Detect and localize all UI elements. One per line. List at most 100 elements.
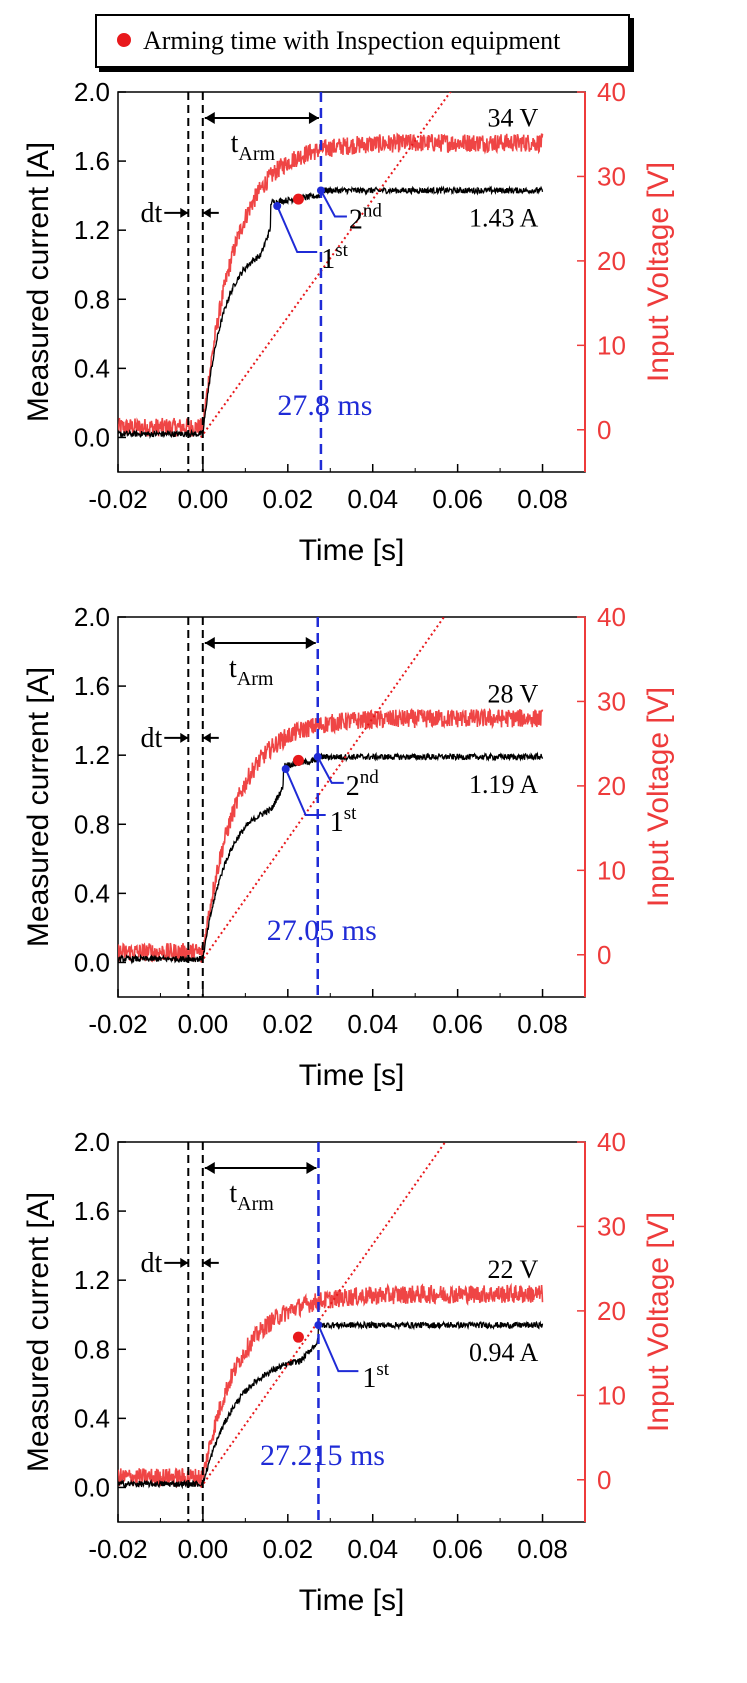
- voltage-value-label: 34 V: [487, 104, 538, 133]
- y2-tick-label: 30: [597, 161, 626, 191]
- first-step-superscript: st: [344, 803, 357, 824]
- x-tick-label: 0.00: [178, 484, 229, 514]
- second-step-leader: [316, 756, 344, 784]
- second-step-point: [313, 752, 322, 761]
- x-tick-label: 0.08: [517, 1009, 568, 1039]
- arming-time-label: 27.05 ms: [267, 914, 377, 947]
- second-step-leader: [320, 189, 347, 218]
- dt-arrowhead-right: [202, 1257, 211, 1268]
- x-tick-label: 0.00: [178, 1009, 229, 1039]
- dt-label: dt: [141, 198, 163, 229]
- y2-tick-label: 20: [597, 246, 626, 276]
- legend: Arming time with Inspection equipment: [95, 14, 630, 68]
- x-tick-label: 0.04: [347, 1534, 398, 1564]
- t-arm-subscript: Arm: [238, 143, 275, 165]
- t-arm-arrowhead-right: [305, 637, 316, 649]
- y-tick-label: 2.0: [74, 602, 110, 632]
- x-tick-label: 0.02: [263, 1009, 314, 1039]
- y-tick-label: 1.6: [74, 146, 110, 176]
- second-step-label: 2nd: [346, 767, 380, 802]
- t-arm-arrowhead-left: [204, 112, 215, 124]
- x-tick-label: 0.06: [432, 484, 483, 514]
- x-tick-label: 0.08: [517, 1534, 568, 1564]
- inspection-marker: [292, 193, 304, 205]
- t-arm-label: tArm: [229, 653, 274, 690]
- first-step-label: 1st: [321, 240, 348, 275]
- voltage-value-label: 28 V: [487, 679, 538, 708]
- ramp-fit-line: [199, 92, 452, 439]
- dt-arrowhead-left: [180, 207, 189, 218]
- x-axis-title: Time [s]: [299, 1584, 405, 1617]
- current-value-label: 1.43 A: [469, 203, 539, 232]
- x-tick-label: 0.04: [347, 484, 398, 514]
- first-step-leader: [284, 768, 326, 816]
- second-step-superscript: nd: [360, 767, 380, 788]
- current-value-label: 0.94 A: [469, 1338, 539, 1367]
- t-arm-label: tArm: [229, 1178, 274, 1215]
- y-tick-label: 1.6: [74, 1196, 110, 1226]
- y-tick-label: 1.2: [74, 215, 110, 245]
- arming-time-label: 27.8 ms: [277, 389, 372, 422]
- x-tick-label: 0.04: [347, 1009, 398, 1039]
- inspection-marker: [292, 754, 304, 766]
- y-tick-label: 0.8: [74, 284, 110, 314]
- y2-axis-title: Input Voltage [V]: [642, 1212, 675, 1432]
- y2-tick-label: 20: [597, 771, 626, 801]
- dt-arrowhead-left: [180, 732, 189, 743]
- x-tick-label: -0.02: [88, 484, 147, 514]
- y2-tick-label: 0: [597, 940, 611, 970]
- y2-tick-label: 40: [597, 1127, 626, 1157]
- t-arm-arrowhead-left: [204, 637, 215, 649]
- y2-tick-label: 10: [597, 855, 626, 885]
- y2-tick-label: 10: [597, 1380, 626, 1410]
- first-step-superscript: st: [335, 240, 348, 261]
- y-tick-label: 0.0: [74, 1472, 110, 1502]
- y2-tick-label: 0: [597, 1465, 611, 1495]
- first-step-label: 1st: [330, 803, 357, 838]
- x-tick-label: -0.02: [88, 1009, 147, 1039]
- chart-panel-3: -0.02 0.00 0.02 0.04 0.06 0.08 0.0 0.4 0.8 1.2 1.6…: [22, 1127, 675, 1617]
- arming-time-label: 27.215 ms: [260, 1439, 385, 1472]
- y-tick-label: 1.2: [74, 740, 110, 770]
- t-arm-arrowhead-left: [204, 1162, 215, 1174]
- first-step-label: 1st: [362, 1359, 389, 1394]
- x-tick-label: 0.02: [263, 1534, 314, 1564]
- y2-tick-label: 20: [597, 1296, 626, 1326]
- y2-tick-label: 10: [597, 330, 626, 360]
- plot-area: [118, 1142, 544, 1490]
- y2-tick-label: 0: [597, 415, 611, 445]
- x-axis-title: Time [s]: [299, 534, 405, 567]
- first-step-leader: [276, 205, 318, 253]
- second-step-superscript: nd: [363, 200, 383, 221]
- x-axis-title: Time [s]: [299, 1059, 405, 1092]
- y-tick-label: 0.4: [74, 878, 110, 908]
- y-axis-title: Measured current [A]: [22, 1192, 55, 1472]
- first-step-leader: [317, 1324, 359, 1373]
- y2-axis-title: Input Voltage [V]: [642, 687, 675, 907]
- second-step-label: 2nd: [349, 200, 383, 235]
- x-tick-label: 0.08: [517, 484, 568, 514]
- legend-marker-icon: [117, 33, 131, 47]
- y2-tick-label: 30: [597, 1211, 626, 1241]
- y2-tick-label: 40: [597, 602, 626, 632]
- y-tick-label: 1.2: [74, 1265, 110, 1295]
- y-tick-label: 0.4: [74, 1403, 110, 1433]
- t-arm-arrowhead-right: [308, 112, 319, 124]
- legend-label: Arming time with Inspection equipment: [143, 26, 561, 55]
- current-value-label: 1.19 A: [469, 770, 539, 799]
- inspection-marker: [292, 1331, 304, 1343]
- dt-label: dt: [141, 1248, 163, 1279]
- dt-arrowhead-right: [202, 732, 211, 743]
- y-axis-title: Measured current [A]: [22, 667, 55, 947]
- y-tick-label: 0.4: [74, 353, 110, 383]
- y2-tick-label: 40: [597, 77, 626, 107]
- y-tick-label: 0.8: [74, 1334, 110, 1364]
- y-tick-label: 0.0: [74, 422, 110, 452]
- y-tick-label: 0.8: [74, 809, 110, 839]
- x-tick-label: 0.06: [432, 1534, 483, 1564]
- t-arm-arrowhead-right: [306, 1162, 317, 1174]
- x-tick-label: 0.06: [432, 1009, 483, 1039]
- y2-tick-label: 30: [597, 686, 626, 716]
- y2-axis-title: Input Voltage [V]: [642, 162, 675, 382]
- first-step-superscript: st: [376, 1359, 389, 1380]
